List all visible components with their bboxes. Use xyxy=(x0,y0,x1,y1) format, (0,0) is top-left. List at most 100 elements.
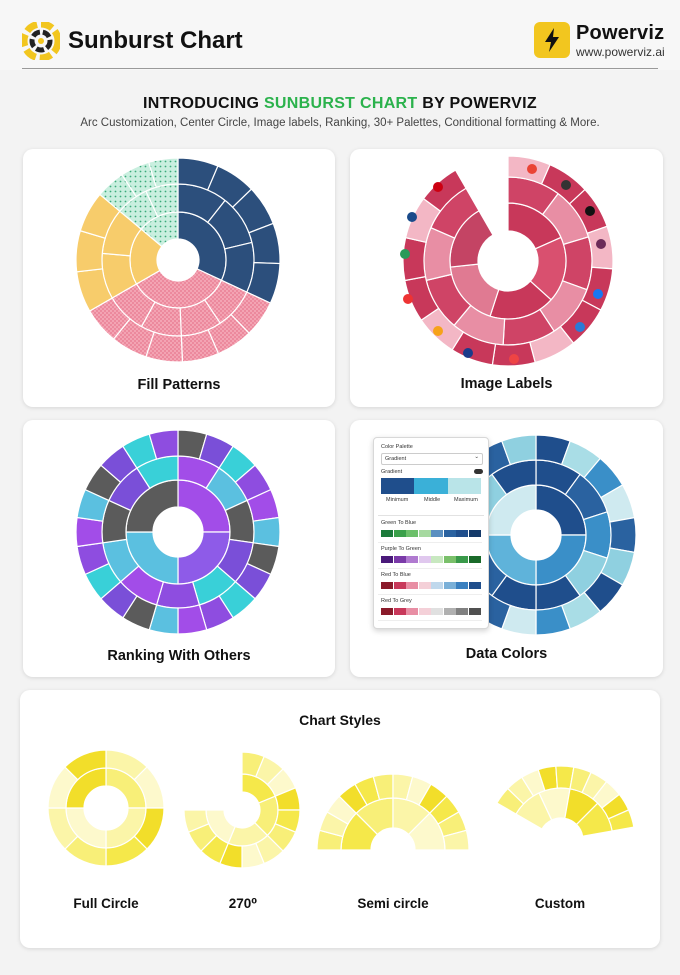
palette-swatch xyxy=(456,530,468,537)
sunburst-outer-arc xyxy=(607,809,635,832)
palette-swatch xyxy=(406,556,418,563)
data-colors-card: Color Palette Gradient ⌄ Gradient Minimu… xyxy=(350,420,663,677)
palette-option-label: Red To Grey xyxy=(381,598,412,604)
palette-swatch xyxy=(443,582,456,589)
sunburst-outer-arc xyxy=(64,749,107,781)
palette-swatch xyxy=(393,530,406,537)
sunburst-middle-arc xyxy=(561,236,593,291)
palette-swatch xyxy=(468,530,481,537)
palette-swatch xyxy=(468,608,481,615)
fill-patterns-card: Fill Patterns xyxy=(23,149,335,407)
palette-option[interactable]: Red To Grey xyxy=(378,596,482,621)
palette-swatch xyxy=(443,556,456,563)
sunburst-outer-arc xyxy=(609,516,637,554)
palette-swatch xyxy=(418,582,431,589)
palette-swatch xyxy=(393,608,406,615)
sunburst-outer-arc xyxy=(147,157,179,188)
palette-swatch xyxy=(431,530,443,537)
palette-select-value: Gradient xyxy=(385,455,407,462)
brand-url[interactable]: www.powerviz.ai xyxy=(576,45,665,59)
image-labels-label: Image Labels xyxy=(460,376,553,392)
brand-logo-icon xyxy=(433,326,443,336)
page-header: Sunburst Chart Powerviz www.powerviz.ai xyxy=(0,0,680,70)
sunburst-outer-arc xyxy=(402,236,427,282)
palette-swatch xyxy=(393,556,406,563)
brand-logo-icon xyxy=(463,348,473,358)
palette-swatch xyxy=(468,556,481,563)
fill-patterns-sunburst xyxy=(75,157,281,363)
palette-swatch xyxy=(381,608,393,615)
brand-logo-icon xyxy=(407,212,417,222)
custom-label: Custom xyxy=(534,896,586,911)
palette-swatch xyxy=(443,530,456,537)
sunburst-outer-arc xyxy=(501,434,537,466)
header-divider xyxy=(22,68,658,69)
palette-swatch xyxy=(381,556,393,563)
palette-select[interactable]: Gradient ⌄ xyxy=(381,453,483,465)
palette-swatch xyxy=(468,582,481,589)
palette-option[interactable]: Red To Blue xyxy=(378,570,482,595)
palette-swatch xyxy=(393,582,406,589)
brand-name: Powerviz xyxy=(576,22,665,44)
palette-swatch xyxy=(406,582,418,589)
powerviz-logo xyxy=(534,22,570,58)
brand-logo-icon xyxy=(403,294,413,304)
sunburst-outer-arc xyxy=(422,169,467,212)
intro-suffix: BY POWERVIZ xyxy=(417,95,537,112)
sunburst-outer-arc xyxy=(148,429,179,460)
palette-swatch xyxy=(456,556,468,563)
intro-heading: INTRODUCING SUNBURST CHART BY POWERVIZ xyxy=(0,95,680,113)
palette-swatch xyxy=(381,582,393,589)
palette-swatch xyxy=(431,556,443,563)
color-palette-panel: Color Palette Gradient ⌄ Gradient Minimu… xyxy=(373,437,489,629)
fill-patterns-label: Fill Patterns xyxy=(137,377,221,393)
brand-logo-icon xyxy=(593,289,603,299)
panel-heading: Color Palette xyxy=(381,444,413,450)
brand-logo-icon xyxy=(527,164,537,174)
stop-maximum: Maximum xyxy=(454,497,478,503)
palette-swatch xyxy=(431,608,443,615)
data-colors-label: Data Colors xyxy=(465,646,548,662)
gradient-toggle[interactable] xyxy=(474,469,483,474)
lightning-icon xyxy=(545,28,559,52)
palette-option-label: Purple To Green xyxy=(381,546,421,552)
palette-swatch xyxy=(381,530,393,537)
palette-option[interactable]: Green To Blue xyxy=(378,518,482,543)
sunburst-outer-arc xyxy=(252,516,281,548)
palette-swatch xyxy=(431,582,443,589)
chart-styles-card: Chart Styles Full Circle 270⁰ Semi circl… xyxy=(20,690,660,948)
panel-section-label: Gradient xyxy=(381,469,403,475)
brand-logo-icon xyxy=(433,182,443,192)
sunburst-middle-arc xyxy=(155,581,201,609)
page-title: Sunburst Chart xyxy=(68,27,243,54)
270-degree-label: 270⁰ xyxy=(228,896,258,911)
palette-swatch xyxy=(456,608,468,615)
stop-minimum: Minimum xyxy=(386,497,409,503)
sunburst-outer-arc xyxy=(183,809,210,833)
sunburst-logo-icon xyxy=(22,22,60,60)
semi-circle-label: Semi circle xyxy=(357,896,429,911)
palette-option[interactable]: Purple To Green xyxy=(378,544,482,569)
brand-logo-icon xyxy=(509,354,519,364)
palette-option-label: Red To Blue xyxy=(381,572,411,578)
chevron-down-icon: ⌄ xyxy=(474,454,479,460)
full-circle-label: Full Circle xyxy=(73,896,139,911)
chart-styles-title: Chart Styles xyxy=(299,712,381,728)
brand-logo-icon xyxy=(400,249,410,259)
chart-styles-illustrations xyxy=(47,749,635,869)
intro-prefix: INTRODUCING xyxy=(143,95,264,112)
gradient-preview[interactable] xyxy=(381,478,481,494)
palette-swatch xyxy=(456,582,468,589)
palette-swatch xyxy=(418,530,431,537)
palette-option-label: Green To Blue xyxy=(381,520,417,526)
intro-subtitle: Arc Customization, Center Circle, Image … xyxy=(80,117,600,129)
brand-logo-icon xyxy=(561,180,571,190)
image-labels-card: Image Labels xyxy=(350,149,663,407)
stop-middle: Middle xyxy=(424,497,441,503)
intro-highlight: SUNBURST CHART xyxy=(263,95,418,112)
palette-swatch xyxy=(443,608,456,615)
palette-swatch xyxy=(418,556,431,563)
brand-logo-icon xyxy=(585,206,595,216)
ranking-sunburst xyxy=(75,429,281,635)
ranking-card: Ranking With Others xyxy=(23,420,335,677)
